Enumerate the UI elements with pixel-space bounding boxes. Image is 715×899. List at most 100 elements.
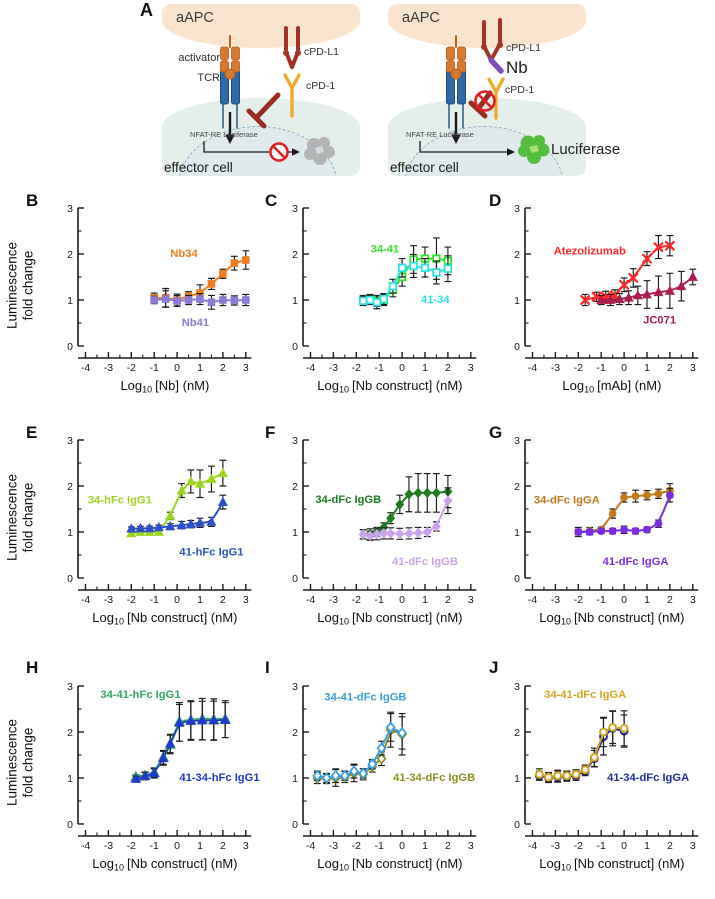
x-tick-label: -1: [597, 594, 606, 606]
data-point: [687, 271, 698, 281]
y-tick-label: 0: [292, 819, 298, 831]
data-point: [664, 240, 675, 251]
y-tick-label: 0: [67, 341, 73, 353]
data-point: [385, 721, 396, 734]
x-axis-title: Log10 [Nb construct] (nM): [92, 610, 237, 627]
panel-f: F 0 1 2 3 -4 -3 -2 -1 0 1 2 3 Log10 [Nb construct] (n…: [253, 420, 477, 652]
x-tick-label: 1: [422, 362, 428, 374]
x-tick-label: -4: [528, 840, 537, 852]
data-point: [217, 467, 228, 478]
x-tick-label: 0: [399, 362, 405, 374]
cpd1-label: cPD-1: [306, 80, 336, 92]
data-point: [574, 528, 583, 536]
luciferase-label: Luciferase: [551, 141, 621, 158]
x-tick-label: -3: [104, 594, 113, 606]
schematic-blocked: aAPC activator TCR cPD-L1 cPD-1 NFAT-RE …: [162, 0, 492, 188]
series-label: Atezolizumab: [554, 246, 626, 258]
y-tick-label: 2: [67, 249, 73, 261]
series-label: JC071: [643, 315, 676, 327]
data-point: [165, 521, 176, 531]
y-tick-label: 2: [292, 481, 298, 493]
data-point: [185, 475, 196, 486]
x-tick-label: -1: [375, 594, 384, 606]
data-point: [379, 527, 389, 539]
data-point: [206, 516, 217, 526]
x-tick-label: -1: [597, 362, 606, 374]
x-tick-label: 3: [243, 362, 249, 374]
data-point: [544, 772, 553, 782]
x-tick-label: -3: [551, 594, 560, 606]
data-point: [620, 525, 629, 534]
series-jc071: JC071: [596, 268, 698, 327]
y-axis-title: Luminescence fold change: [4, 211, 35, 361]
data-point: [230, 259, 239, 268]
cpd1-receptor-icon: [487, 77, 505, 120]
data-point: [165, 738, 176, 748]
cpd1-label: cPD-1: [505, 84, 535, 96]
panel-c: C 0 1 2 3 -4 -3 -2 -1 0 1 2 3 Log10 [Nb construct] (n…: [253, 188, 477, 420]
x-tick-label: -2: [127, 840, 136, 852]
series-label: 34-41-hFc IgG1: [100, 689, 180, 701]
data-point: [144, 522, 155, 533]
x-tick-label: -2: [574, 840, 583, 852]
series-label: 41-34-dFc IgGB: [393, 772, 475, 784]
nfat-output-arrow: [419, 141, 515, 156]
data-point: [376, 752, 387, 765]
x-tick-label: -1: [150, 594, 159, 606]
active-luciferase-blob: [518, 135, 550, 164]
series-label: 41-dFc IgGB: [392, 556, 458, 568]
y-tick-label: 1: [514, 527, 520, 539]
x-tick-label: 0: [399, 594, 405, 606]
panel-label-d: D: [489, 191, 502, 210]
x-axis-title: Log10 [Nb] (nM): [120, 378, 209, 395]
x-tick-label: 3: [690, 840, 696, 852]
data-point: [580, 295, 591, 305]
nfat-re-luciferase-label: NFAT-RE Luciferase: [190, 130, 258, 139]
x-tick-label: 2: [220, 840, 226, 852]
x-tick-label: 1: [197, 594, 203, 606]
y-tick-label: 1: [514, 295, 520, 307]
signal-arrow-icon: [451, 112, 461, 144]
data-point: [443, 264, 453, 273]
data-point: [140, 770, 151, 781]
data-point: [220, 714, 231, 724]
x-tick-label: -4: [81, 362, 90, 374]
data-point: [185, 518, 196, 529]
y-tick-label: 2: [292, 249, 298, 261]
y-tick-label: 1: [292, 527, 298, 539]
data-point: [153, 521, 164, 532]
y-axis-title: Luminescence fold change: [4, 443, 35, 593]
data-point: [365, 295, 375, 305]
data-point: [643, 525, 651, 534]
y-tick-label: 0: [67, 819, 73, 831]
x-tick-label: -3: [551, 840, 560, 852]
prohibition-icon: [474, 90, 496, 112]
x-tick-label: 2: [667, 840, 673, 852]
y-tick-label: 0: [292, 341, 298, 353]
x-tick-label: -3: [104, 362, 113, 374]
data-point: [372, 298, 382, 307]
x-tick-label: 3: [690, 362, 696, 374]
panel-label-h: H: [26, 658, 39, 677]
x-axis-title: Log10 [Nb construct] (nM): [317, 610, 462, 627]
data-point: [206, 473, 217, 483]
x-tick-label: -2: [574, 362, 583, 374]
y-tick-label: 1: [67, 295, 73, 307]
data-point: [413, 527, 423, 539]
data-point: [422, 526, 432, 538]
data-point: [619, 723, 629, 733]
x-tick-label: 1: [422, 840, 428, 852]
data-point: [194, 517, 206, 527]
data-point: [217, 496, 228, 506]
nanobody-icon: [488, 57, 504, 74]
x-tick-label: 2: [445, 362, 451, 374]
data-point: [386, 527, 396, 539]
panel-i: I 0 1 2 3 -4 -3 -2 -1 0 1 2 3 Log10 [Nb construct] (n…: [253, 652, 477, 899]
data-point: [185, 715, 196, 725]
chart-grid: B Luminescence fold change 0 1 2 3 -4 -3 -2 -1 0 1…: [0, 188, 715, 899]
effector-cell-label: effector cell: [390, 160, 459, 175]
y-axis-title-line2: fold change: [20, 482, 35, 553]
data-point: [443, 495, 453, 507]
data-point: [653, 242, 664, 253]
